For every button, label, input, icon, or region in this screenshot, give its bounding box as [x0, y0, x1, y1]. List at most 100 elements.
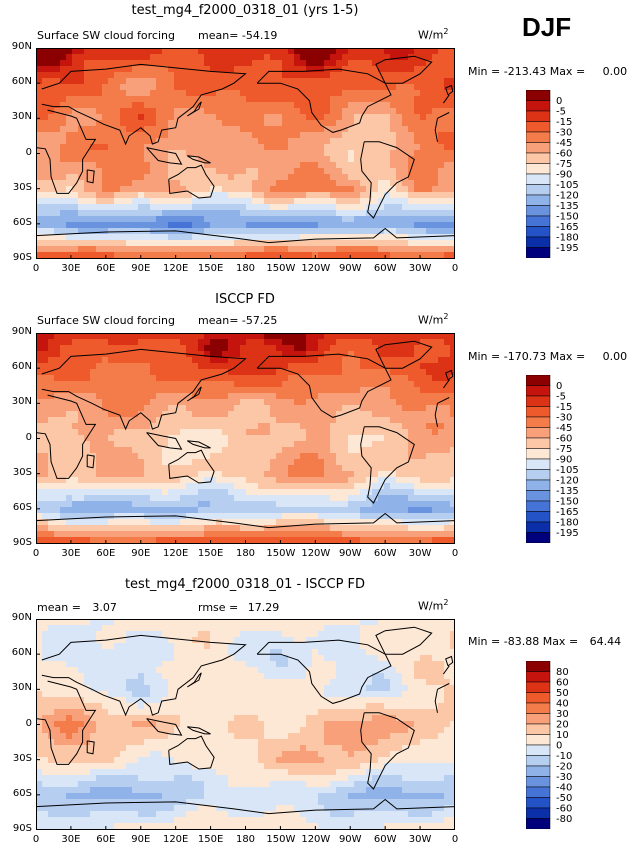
- field-cell: [270, 84, 277, 91]
- field-cell: [174, 447, 181, 454]
- field-cell: [312, 180, 319, 187]
- field-cell: [288, 333, 295, 340]
- field-cell: [252, 210, 259, 217]
- field-cell: [198, 222, 205, 229]
- field-cell: [78, 405, 85, 412]
- field-cell: [384, 90, 391, 97]
- field-cell: [60, 369, 67, 376]
- field-cell: [138, 405, 145, 412]
- field-cell: [48, 411, 55, 418]
- field-cell: [366, 465, 373, 472]
- field-cell: [180, 351, 187, 358]
- field-cell: [444, 495, 451, 502]
- field-cell: [42, 198, 49, 205]
- field-cell: [48, 399, 55, 406]
- field-cell: [396, 54, 403, 61]
- field-cell: [162, 222, 169, 229]
- field-cell: [360, 477, 367, 484]
- field-cell: [234, 198, 241, 205]
- field-cell: [276, 234, 283, 241]
- field-cell: [396, 357, 403, 364]
- field-cell: [372, 465, 379, 472]
- field-cell: [72, 48, 79, 55]
- field-cell: [132, 96, 139, 103]
- field-cell: [36, 483, 43, 490]
- field-cell: [198, 144, 205, 151]
- field-cell: [390, 150, 397, 157]
- field-cell: [438, 216, 445, 223]
- field-cell: [264, 351, 271, 358]
- field-cell: [426, 78, 433, 85]
- field-cell: [228, 246, 235, 253]
- field-cell: [318, 411, 325, 418]
- field-cell: [396, 234, 403, 241]
- field-cell: [264, 333, 271, 340]
- field-cell: [252, 333, 259, 340]
- field-cell: [234, 531, 241, 538]
- field-cell: [186, 204, 193, 211]
- field-cell: [366, 471, 373, 478]
- field-cell: [240, 120, 247, 127]
- field-cell: [324, 186, 331, 193]
- field-cell: [300, 102, 307, 109]
- field-cell: [276, 375, 283, 382]
- field-cell: [228, 507, 235, 514]
- field-cell: [288, 465, 295, 472]
- field-cell: [420, 429, 427, 436]
- field-cell: [402, 489, 409, 496]
- field-cell: [150, 114, 157, 121]
- field-cell: [438, 228, 445, 235]
- field-cell: [336, 90, 343, 97]
- field-cell: [156, 411, 163, 418]
- field-cell: [330, 339, 337, 346]
- field-cell: [138, 210, 145, 217]
- field-cell: [342, 138, 349, 145]
- field-cell: [414, 60, 421, 67]
- field-cell: [42, 465, 49, 472]
- field-cell: [114, 369, 121, 376]
- field-cell: [162, 351, 169, 358]
- field-cell: [204, 198, 211, 205]
- field-cell: [288, 126, 295, 133]
- field-cell: [222, 357, 229, 364]
- field-cell: [420, 132, 427, 139]
- field-cell: [192, 531, 199, 538]
- field-cell: [210, 531, 217, 538]
- field-cell: [348, 351, 355, 358]
- field-cell: [180, 246, 187, 253]
- field-cell: [246, 66, 253, 73]
- field-cell: [300, 48, 307, 55]
- field-cell: [60, 126, 67, 133]
- field-cell: [138, 102, 145, 109]
- field-cell: [192, 60, 199, 67]
- field-cell: [192, 222, 199, 229]
- field-cell: [210, 513, 217, 520]
- field-cell: [264, 180, 271, 187]
- field-cell: [66, 216, 73, 223]
- field-cell: [294, 501, 301, 508]
- field-cell: [198, 234, 205, 241]
- field-cell: [246, 186, 253, 193]
- field-cell: [180, 186, 187, 193]
- field-cell: [396, 210, 403, 217]
- field-cell: [198, 513, 205, 520]
- field-cell: [114, 138, 121, 145]
- field-cell: [168, 54, 175, 61]
- field-cell: [384, 393, 391, 400]
- field-cell: [294, 453, 301, 460]
- field-cell: [360, 417, 367, 424]
- field-cell: [354, 252, 361, 259]
- field-cell: [450, 210, 455, 217]
- field-cell: [108, 387, 115, 394]
- field-cell: [168, 174, 175, 181]
- field-cell: [408, 96, 415, 103]
- field-cell: [168, 333, 175, 340]
- field-cell: [66, 435, 73, 442]
- field-cell: [444, 120, 451, 127]
- field-cell: [192, 180, 199, 187]
- field-cell: [402, 114, 409, 121]
- field-cell: [48, 204, 55, 211]
- field-cell: [330, 507, 337, 514]
- field-cell: [222, 180, 229, 187]
- field-cell: [336, 114, 343, 121]
